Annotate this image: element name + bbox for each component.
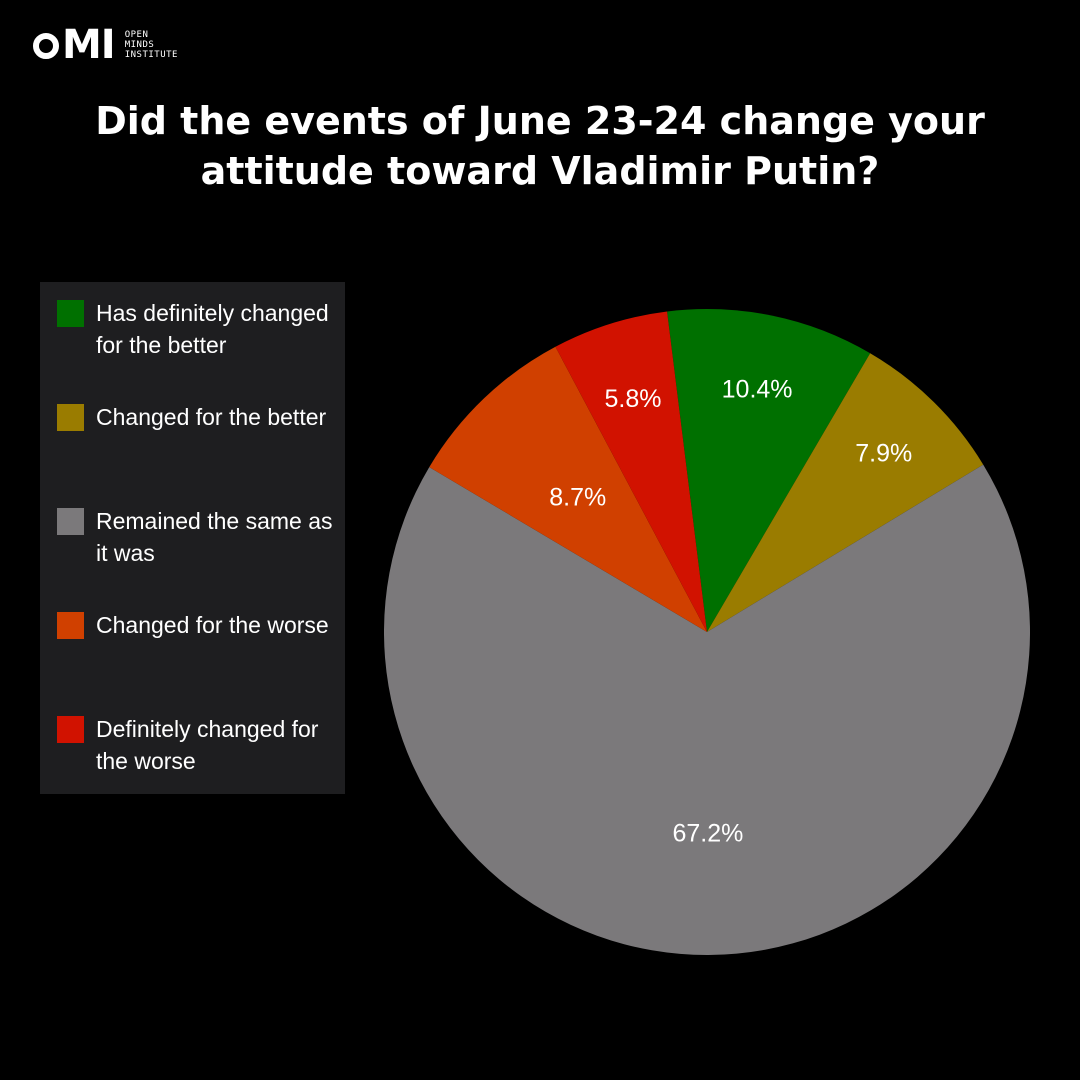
slice-value-label: 8.7%	[549, 483, 606, 511]
pie-slice	[707, 353, 984, 632]
legend-item-definitely-worse: Definitely changed for the worse	[57, 698, 337, 777]
pie-slice	[429, 346, 707, 632]
legend-swatch	[57, 716, 84, 743]
logo-line-3: INSTITUTE	[124, 50, 178, 60]
logo-o-shape	[33, 33, 59, 59]
legend-swatch	[57, 508, 84, 535]
slice-value-label: 10.4%	[722, 375, 793, 403]
legend-label: Definitely changed for the worse	[96, 716, 319, 774]
legend-swatch	[57, 612, 84, 639]
pie-slice	[667, 309, 871, 632]
legend-item-worse: Changed for the worse	[57, 594, 337, 641]
pie-slice	[383, 464, 1030, 955]
pie-slice	[555, 311, 707, 632]
legend-label: Changed for the better	[96, 404, 327, 430]
legend-item-better: Changed for the better	[57, 386, 337, 433]
omi-logo: MI OPEN MINDS INSTITUTE	[33, 25, 178, 65]
legend-label: Changed for the worse	[96, 612, 329, 638]
legend-swatch	[57, 404, 84, 431]
legend-item-same: Remained the same as it was	[57, 490, 337, 569]
chart-title: Did the events of June 23-24 change your…	[95, 99, 985, 193]
logo-line-2: MINDS	[124, 40, 155, 50]
slice-value-label: 67.2%	[672, 819, 743, 847]
legend-item-definitely-better: Has definitely changed for the better	[57, 282, 337, 361]
logo-mark: MI	[33, 25, 116, 65]
legend: Has definitely changed for the better Ch…	[40, 282, 345, 794]
logo-line-1: OPEN	[124, 30, 149, 40]
logo-text: OPEN MINDS INSTITUTE	[125, 30, 178, 60]
legend-swatch	[57, 300, 84, 327]
legend-label: Has definitely changed for the better	[96, 300, 329, 358]
legend-label: Remained the same as it was	[96, 508, 333, 566]
slice-value-label: 5.8%	[605, 385, 662, 413]
logo-mark-text: MI	[62, 22, 116, 68]
slice-value-label: 7.9%	[855, 439, 912, 467]
